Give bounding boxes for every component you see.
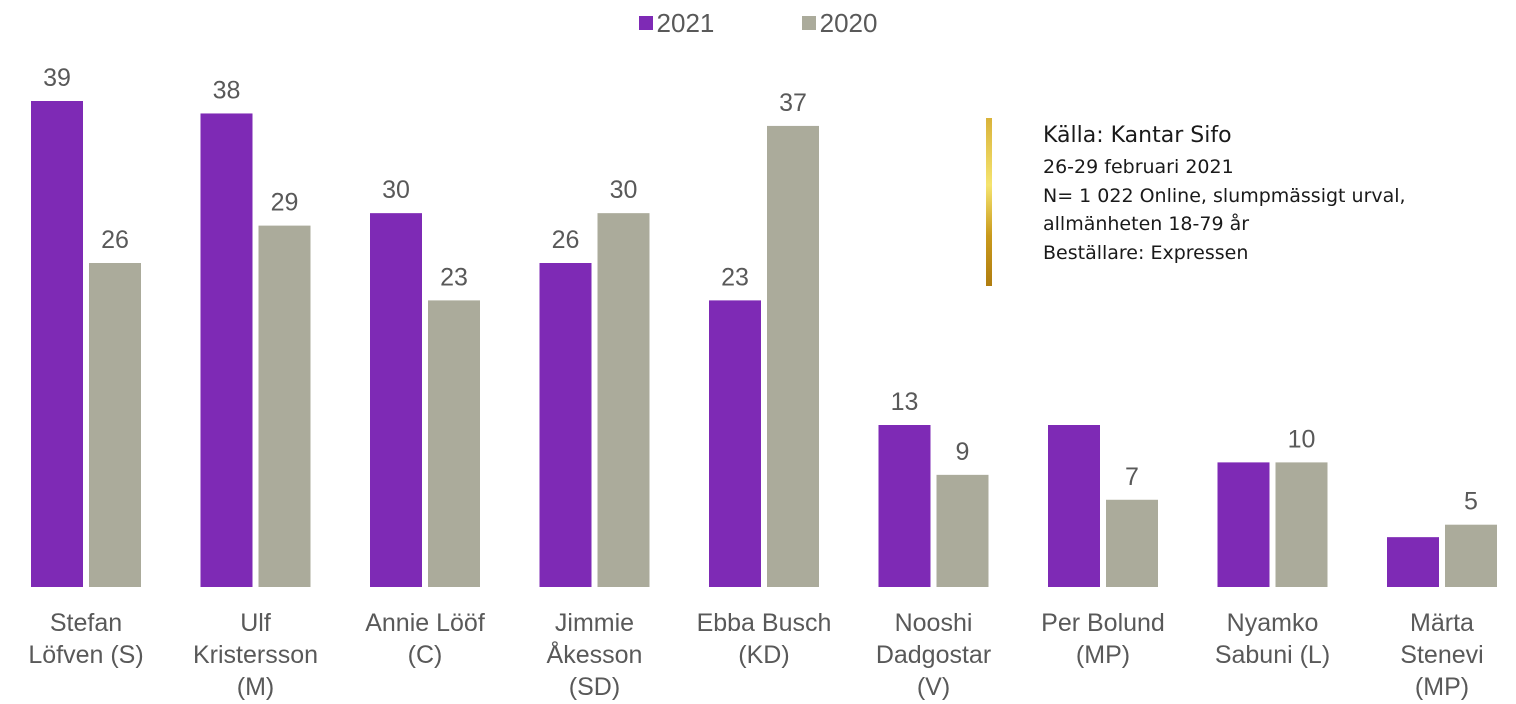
data-label-2020-7: 10 [1288,425,1316,453]
legend-swatch-2020 [801,16,816,30]
category-label-2-line-0: Annie Lööf [365,609,485,637]
bar-2020-2 [428,300,480,587]
legend-label-2021: 2021 [656,7,715,38]
data-label-2021-2: 30 [382,176,410,204]
data-label-2021-0: 39 [43,64,71,92]
category-label-4-line-1: (KD) [738,641,789,669]
source-line-sample: N= 1 022 Online, slumpmässigt urval, [1043,184,1406,207]
data-label-2021-5: 13 [891,388,919,416]
source-title: Källa: Kantar Sifo [1043,123,1232,148]
category-label-1-line-1: Kristersson [193,641,318,669]
data-label-2021-4: 23 [721,263,749,291]
data-label-2020-1: 29 [271,189,299,217]
bar-2020-1 [258,225,311,587]
legend-item-2020: 2020 [801,7,878,39]
category-label-6-line-0: Per Bolund [1041,609,1165,637]
category-label-3-line-0: Jimmie [555,609,634,637]
legend-label-2020: 2020 [819,7,878,38]
category-label-3-line-2: (SD) [569,673,620,701]
bar-2021-8 [1387,537,1439,587]
category-label-5-line-0: Nooshi [895,609,973,637]
bar-2021-2 [370,213,422,587]
bar-2020-5 [936,474,989,587]
category-label-2-line-1: (C) [408,641,443,669]
chart-legend: 2021 2020 [0,6,1516,39]
category-label-6-line-1: (MP) [1076,641,1130,669]
bar-2021-5 [878,425,931,587]
category-label-5-line-1: Dadgostar [876,641,991,669]
bar-2020-0 [89,263,141,587]
category-label-0-line-0: Stefan [50,609,122,637]
category-label-3-line-1: Åkesson [547,639,643,669]
source-line-population: allmänheten 18-79 år [1043,213,1250,235]
data-label-2020-0: 26 [101,226,129,254]
source-text: Källa: Kantar Sifo 26-29 februari 2021 N… [1043,118,1513,267]
data-label-2021-1: 38 [213,76,241,104]
bar-2020-8 [1445,524,1497,587]
bar-2020-7 [1275,462,1328,587]
bar-2020-3 [597,213,650,587]
category-label-8-line-2: (MP) [1415,673,1469,701]
category-label-1-line-2: (M) [237,673,274,701]
source-line-date: 26-29 februari 2021 [1043,156,1234,178]
legend-swatch-2021 [638,16,653,30]
bar-2021-4 [709,300,761,587]
bar-2021-7 [1217,462,1270,587]
data-label-2020-5: 9 [956,438,970,466]
category-label-0-line-1: Löfven (S) [28,641,143,669]
bar-2021-3 [539,263,592,587]
bar-2020-6 [1106,499,1158,587]
data-label-2020-6: 7 [1125,463,1139,491]
category-label-7-line-1: Sabuni (L) [1215,641,1330,669]
bar-2021-6 [1048,425,1100,587]
data-label-2021-3: 26 [552,226,580,254]
category-label-7-line-0: Nyamko [1227,609,1319,637]
source-line-client: Beställare: Expressen [1043,241,1249,264]
data-label-2020-8: 5 [1464,488,1478,516]
legend-item-2021: 2021 [638,7,715,39]
category-label-8-line-1: Stenevi [1400,641,1483,669]
bar-2020-4 [767,125,819,587]
bar-2021-0 [31,101,83,587]
data-label-2020-4: 37 [779,89,807,117]
category-label-8-line-0: Märta [1410,609,1474,637]
category-label-4-line-0: Ebba Busch [697,609,832,637]
category-label-5-line-2: (V) [917,673,950,701]
data-label-2020-2: 23 [440,263,468,291]
category-label-1-line-0: Ulf [240,609,271,637]
data-label-2020-3: 30 [610,176,638,204]
source-accent-bar [986,118,992,286]
bar-2021-1 [200,113,253,587]
